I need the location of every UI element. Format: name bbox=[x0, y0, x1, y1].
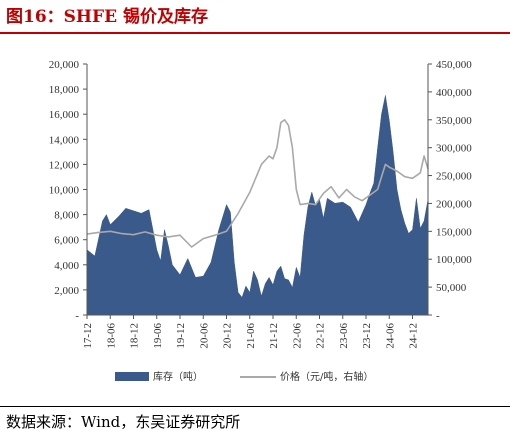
x-tick-label: 20-06 bbox=[198, 323, 210, 349]
legend-swatch-inventory bbox=[115, 372, 149, 381]
y-left-tick-label: 16,000 bbox=[49, 109, 80, 121]
y-left-tick-label: 12,000 bbox=[49, 159, 80, 171]
inventory-area bbox=[86, 95, 429, 316]
x-tick-label: 23-12 bbox=[361, 323, 373, 349]
x-tick-label: 24-06 bbox=[384, 323, 396, 349]
y-right-tick-label: 300,000 bbox=[436, 143, 472, 155]
x-tick-label: 19-06 bbox=[152, 323, 164, 349]
y-left-tick-label: 14,000 bbox=[49, 134, 80, 146]
y-right-tick-label: 250,000 bbox=[436, 171, 472, 183]
figure-title: 图16：SHFE 锡价及库存 bbox=[6, 7, 208, 27]
y-right-tick-label: 200,000 bbox=[436, 198, 472, 210]
y-left-tick-label: 8,000 bbox=[54, 210, 79, 222]
y-right-tick-label: - bbox=[436, 310, 440, 322]
x-tick-label: 22-06 bbox=[291, 323, 303, 349]
chart: - 2,000 4,000 6,000 8,000 10,000 12,000 14,000 1… bbox=[49, 59, 473, 383]
y-right-tick-label: 350,000 bbox=[436, 115, 472, 127]
y-right-tick-label: 150,000 bbox=[436, 226, 472, 238]
x-tick-label: 21-12 bbox=[268, 323, 280, 349]
legend-label-inventory: 库存（吨） bbox=[153, 370, 203, 383]
x-tick-label: 24-12 bbox=[408, 323, 420, 349]
x-tick-label: 20-12 bbox=[222, 323, 234, 349]
y-left-tick-label: 20,000 bbox=[49, 59, 80, 71]
x-tick-label: 18-12 bbox=[129, 323, 141, 349]
x-tick-label: 22-12 bbox=[315, 323, 327, 349]
source-divider bbox=[0, 406, 510, 407]
x-tick-label: 21-06 bbox=[245, 323, 257, 349]
source-note: 数据来源：Wind，东吴证券研究所 bbox=[6, 413, 241, 431]
legend-label-price: 价格（元/吨，右轴） bbox=[280, 370, 373, 383]
x-tick-label: 17-12 bbox=[82, 323, 94, 349]
y-right-tick-label: 50,000 bbox=[436, 282, 467, 294]
x-tick-label: 23-06 bbox=[338, 323, 350, 349]
price-line bbox=[86, 119, 429, 248]
y-left-tick-label: 6,000 bbox=[54, 235, 79, 247]
y-left-tick-label: 4,000 bbox=[54, 260, 79, 272]
y-right-tick-label: 400,000 bbox=[436, 87, 472, 99]
y-left-tick-label: - bbox=[75, 310, 79, 322]
x-tick-label: 19-12 bbox=[175, 323, 187, 349]
x-tick-label: 18-06 bbox=[105, 323, 117, 349]
y-right-tick-label: 450,000 bbox=[436, 59, 472, 71]
y-left-tick-label: 18,000 bbox=[49, 84, 80, 96]
y-left-tick-label: 2,000 bbox=[54, 285, 79, 297]
title-divider bbox=[0, 32, 510, 34]
y-left-tick-label: 10,000 bbox=[49, 185, 80, 197]
y-right-tick-label: 100,000 bbox=[436, 254, 472, 266]
